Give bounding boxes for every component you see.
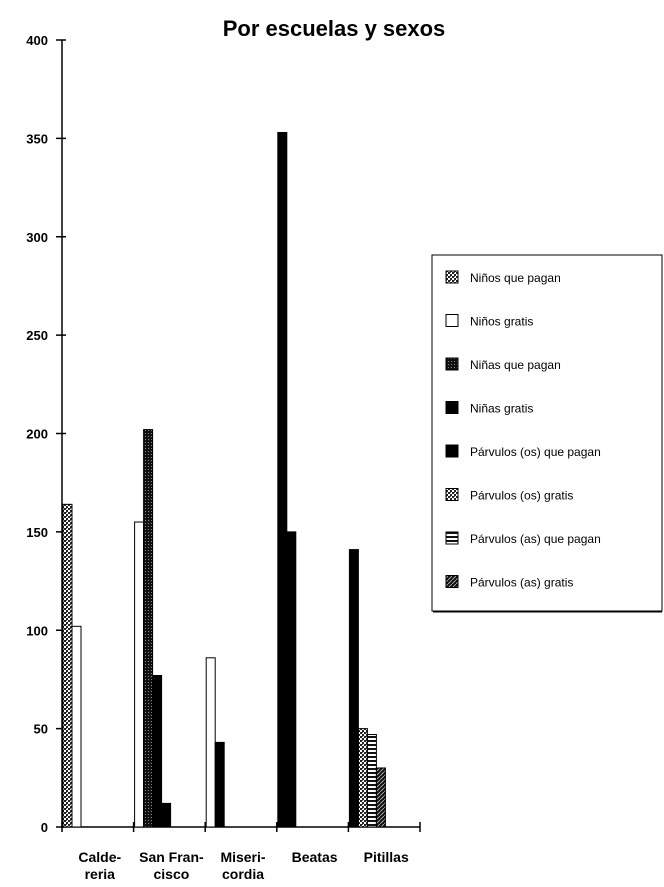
bar: [214, 741, 225, 828]
y-tick-label: 350: [26, 131, 48, 146]
bar: [357, 728, 368, 828]
legend-swatch: [445, 531, 459, 545]
bar: [71, 625, 82, 828]
bar: [161, 802, 172, 828]
bars: [62, 131, 386, 828]
category-label: cordia: [222, 866, 264, 882]
axes: 0 50 100 150 200 250 300 350 400: [26, 33, 421, 835]
legend: Niños que pagan Niños gratis Niñas que pag…: [431, 254, 663, 613]
legend-label: Párvulos (os) que pagan: [470, 445, 601, 459]
y-tick-label: 250: [26, 328, 48, 343]
bar: [62, 503, 73, 828]
legend-swatch: [445, 575, 459, 588]
category-labels: Calde-reria San Fran-cisco Miseri-cordia Be…: [78, 849, 409, 882]
chart-title: Por escuelas y sexos: [223, 16, 446, 41]
bar: [375, 767, 386, 828]
category-label: cisco: [153, 866, 189, 882]
bar: [348, 549, 359, 828]
legend-swatch: [445, 314, 459, 327]
bar: [366, 734, 377, 828]
legend-label: Niños gratis: [470, 315, 533, 329]
legend-swatch: [445, 270, 459, 284]
y-tick-label: 150: [26, 525, 48, 540]
legend-label: Párvulos (os) gratis: [470, 489, 573, 503]
legend-swatch: [445, 444, 459, 458]
y-tick-label: 100: [26, 623, 48, 638]
legend-label: Niñas gratis: [470, 402, 533, 416]
legend-box: [431, 254, 663, 612]
bar: [205, 657, 216, 828]
legend-label: Niños que pagan: [470, 271, 561, 285]
legend-label: Párvulos (as) que pagan: [470, 532, 601, 546]
legend-swatch: [445, 357, 459, 371]
category-label: Pitillas: [364, 849, 409, 865]
bar: [134, 521, 145, 828]
bar: [277, 131, 288, 828]
legend-swatch: [445, 401, 459, 414]
category-label: reria: [85, 866, 116, 882]
category-label: Beatas: [292, 849, 338, 865]
legend-label: Párvulos (as) gratis: [470, 576, 573, 590]
bar: [143, 429, 154, 828]
y-tick-label: 300: [26, 230, 48, 245]
y-tick-label: 50: [34, 722, 48, 737]
y-tick-label: 400: [26, 33, 48, 48]
category-label: Calde-: [78, 849, 121, 865]
category-label: San Fran-: [139, 849, 204, 865]
bar: [286, 531, 297, 828]
category-label: Miseri-: [220, 849, 265, 865]
legend-swatch: [445, 488, 459, 501]
y-tick-label: 0: [41, 820, 48, 835]
legend-label: Niñas que pagan: [470, 358, 561, 372]
y-tick-label: 200: [26, 427, 48, 442]
bar: [152, 675, 163, 828]
